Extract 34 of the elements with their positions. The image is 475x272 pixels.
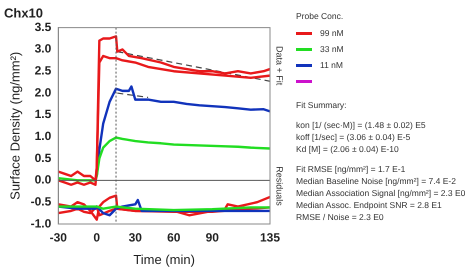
legend-title: Probe Conc.	[296, 10, 344, 22]
text: RMSE / Noise = 2.3 E0	[296, 211, 385, 223]
y-tick-label: 0.0	[34, 172, 52, 187]
text: Fit Summary:	[296, 99, 348, 111]
y-tick-label: 3.5	[34, 20, 52, 34]
x-tick-label: 60	[167, 230, 181, 245]
y-axis-title: Surface Density (ng/mm²)	[7, 52, 22, 200]
x-tick-label: 135	[260, 230, 280, 245]
y-tick-label: -1.0	[30, 216, 52, 230]
x-tick-label: -30	[50, 230, 68, 245]
y-tick-label: 3.0	[34, 42, 52, 56]
y-tick-label: 1.0	[34, 129, 52, 144]
text: koff [1/sec] = (3.06 ± 0.04) E-5	[296, 131, 412, 143]
text: Median Baseline Noise [ng/mm²] = 7.4 E-2	[296, 175, 457, 187]
y-tick-label: 0.5	[34, 150, 52, 165]
text: Kd [M] = (2.06 ± 0.04) E-10	[296, 143, 400, 155]
y-tick-label: 2.5	[34, 64, 52, 78]
text: kon [1/ (sec·M)] = (1.48 ± 0.02) E5	[296, 119, 427, 131]
legend-label: 11 nM	[320, 59, 343, 71]
y-tick-label: 2.0	[34, 85, 52, 100]
x-tick-label: 90	[206, 230, 220, 245]
legend-label: 99 nM	[320, 27, 344, 39]
chart-title: Chx10	[4, 5, 44, 20]
legend-label: 33 nM	[320, 43, 344, 55]
text: Median Assoc. Endpoint SNR = 2.8 E1	[296, 199, 443, 211]
x-axis-title: Time (min)	[133, 252, 195, 267]
text: Fit RMSE [ng/mm²] = 1.7 E-1	[296, 163, 406, 175]
y-tick-label: 1.5	[34, 107, 52, 122]
text: Median Association Signal [ng/mm²] = 2.3 E0	[296, 187, 466, 199]
text: Data + Fit	[274, 46, 285, 86]
y-tick-label: -0.5	[30, 194, 52, 208]
x-tick-label: 0	[93, 230, 100, 245]
text: Residuals	[274, 166, 285, 206]
x-tick-label: 30	[128, 230, 142, 245]
